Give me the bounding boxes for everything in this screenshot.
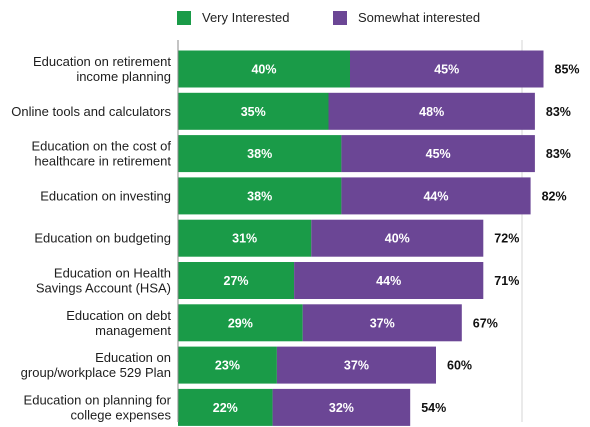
bar-value-label: 35% [241, 105, 266, 119]
bar-value-label: 45% [426, 147, 451, 161]
total-value-label: 83% [546, 147, 571, 161]
bar-segment [328, 92, 535, 130]
bar-segment [311, 219, 484, 257]
total-value-label: 67% [473, 316, 498, 330]
legend: Very Interested Somewhat interested [0, 10, 590, 30]
category-label: Savings Account (HSA) [36, 281, 171, 296]
legend-item-very-interested: Very Interested [177, 10, 289, 25]
bar-value-label: 31% [232, 232, 257, 246]
total-value-label: 82% [542, 189, 567, 203]
bar-value-label: 37% [344, 359, 369, 373]
bar-segment [341, 177, 531, 215]
bar-value-label: 37% [370, 316, 395, 330]
category-label: Education on Health [54, 266, 171, 281]
category-label: Education on planning for [24, 392, 172, 407]
bar-segment [178, 50, 350, 88]
category-label: healthcare in retirement [34, 154, 171, 169]
bar-segment [178, 388, 273, 426]
total-value-label: 83% [546, 105, 571, 119]
bar-segment [178, 346, 277, 384]
bar-value-label: 29% [228, 316, 253, 330]
bar-value-label: 40% [251, 63, 276, 77]
category-label: Education on [95, 350, 171, 365]
bar-segment [178, 304, 303, 342]
bar-segment [178, 92, 329, 130]
category-label: college expenses [71, 407, 172, 422]
bar-value-label: 45% [434, 63, 459, 77]
bar-segment [178, 177, 342, 215]
legend-swatch-somewhat-interested [333, 10, 347, 25]
legend-swatch-very-interested [177, 10, 191, 25]
bar-segment [350, 50, 544, 88]
bar-segment [178, 219, 312, 257]
category-label: income planning [76, 69, 171, 84]
bar-segment [341, 135, 535, 173]
bar-segment [302, 304, 462, 342]
bar-value-label: 22% [213, 401, 238, 415]
bar-value-label: 40% [385, 232, 410, 246]
bar-segment [272, 388, 411, 426]
bar-value-label: 44% [423, 189, 448, 203]
total-value-label: 71% [494, 274, 519, 288]
bar-segment [178, 135, 342, 173]
total-value-label: 54% [421, 401, 446, 415]
bar-value-label: 32% [329, 401, 354, 415]
category-label: management [95, 323, 171, 338]
bar-segment [294, 262, 484, 299]
category-label: Education on retirement [33, 54, 171, 69]
bar-value-label: 27% [224, 274, 249, 288]
category-label: Education on investing [40, 188, 171, 203]
bar-segment [178, 262, 295, 299]
bar-value-label: 44% [376, 274, 401, 288]
bar-value-label: 38% [247, 147, 272, 161]
bar-value-label: 48% [419, 105, 444, 119]
category-label: Education on budgeting [34, 231, 171, 246]
total-value-label: 72% [494, 232, 519, 246]
bar-value-label: 38% [247, 189, 272, 203]
legend-label-somewhat-interested: Somewhat interested [358, 10, 481, 25]
total-value-label: 85% [555, 63, 580, 77]
total-value-label: 60% [447, 359, 472, 373]
category-label: Online tools and calculators [11, 104, 171, 119]
category-label: Education on the cost of [32, 139, 172, 154]
legend-item-somewhat-interested: Somewhat interested [333, 10, 480, 25]
category-label: Education on debt [66, 308, 171, 323]
bar-segment [276, 346, 436, 384]
category-label: group/workplace 529 Plan [21, 365, 171, 380]
bar-value-label: 23% [215, 359, 240, 373]
legend-label-very-interested: Very Interested [202, 10, 290, 25]
